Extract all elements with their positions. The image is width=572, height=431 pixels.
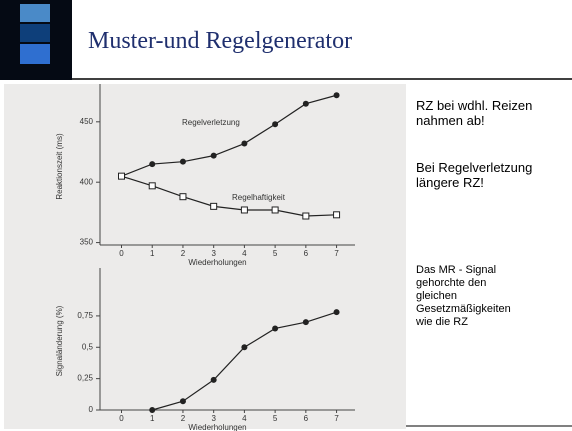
point: [180, 398, 186, 404]
point: [241, 344, 247, 350]
x-axis-label: Wiederholungen: [188, 423, 246, 431]
x-tick-label: 0: [119, 249, 124, 258]
x-tick-label: 6: [304, 414, 309, 423]
y-tick-label: 450: [80, 117, 94, 126]
series-label: Regelverletzung: [182, 118, 240, 127]
y-tick-label: 0: [89, 405, 94, 414]
y-tick-label: 400: [80, 177, 94, 186]
x-tick-label: 7: [334, 249, 339, 258]
x-tick-label: 7: [334, 414, 339, 423]
x-tick-label: 5: [273, 414, 278, 423]
point: [334, 309, 340, 315]
slide-title: Muster-und Regelgenerator: [88, 28, 352, 55]
x-tick-label: 4: [242, 249, 247, 258]
y-axis-label: Reaktionszeit (ms): [55, 133, 64, 200]
point: [149, 183, 155, 189]
y-tick-label: 0,5: [82, 342, 94, 351]
point: [334, 212, 340, 218]
y-tick-label: 0,75: [77, 311, 93, 320]
x-axis-label: Wiederholungen: [188, 258, 246, 267]
point: [272, 207, 278, 213]
point: [272, 121, 278, 127]
point: [303, 319, 309, 325]
point: [334, 92, 340, 98]
point: [180, 194, 186, 200]
point: [149, 407, 155, 413]
x-tick-label: 3: [211, 249, 216, 258]
x-tick-label: 2: [181, 414, 186, 423]
point: [211, 153, 217, 159]
point: [119, 173, 125, 179]
point: [272, 325, 278, 331]
note: Das MR - Signal gehorchte den gleichen G…: [416, 264, 526, 329]
charts: 35040045001234567WiederholungenReaktions…: [0, 0, 572, 431]
note: RZ bei wdhl. Reizen nahmen ab!: [416, 98, 556, 128]
x-tick-label: 1: [150, 414, 155, 423]
x-tick-label: 3: [211, 414, 216, 423]
note: Bei Regelverletzung längere RZ!: [416, 160, 556, 190]
x-tick-label: 5: [273, 249, 278, 258]
x-tick-label: 0: [119, 414, 124, 423]
point: [149, 161, 155, 167]
point: [211, 377, 217, 383]
x-tick-label: 2: [181, 249, 186, 258]
x-tick-label: 4: [242, 414, 247, 423]
series-line: [122, 176, 337, 216]
y-axis-label: Signaländerung (%): [55, 305, 64, 376]
series-label: Regelhaftigkeit: [232, 193, 286, 202]
point: [241, 141, 247, 147]
point: [303, 101, 309, 107]
y-tick-label: 0,25: [77, 374, 93, 383]
point: [211, 203, 217, 209]
series-line: [152, 312, 336, 410]
point: [180, 159, 186, 165]
x-tick-label: 1: [150, 249, 155, 258]
x-tick-label: 6: [304, 249, 309, 258]
slide: 35040045001234567WiederholungenReaktions…: [0, 0, 572, 431]
y-tick-label: 350: [80, 238, 94, 247]
point: [241, 207, 247, 213]
point: [303, 213, 309, 219]
